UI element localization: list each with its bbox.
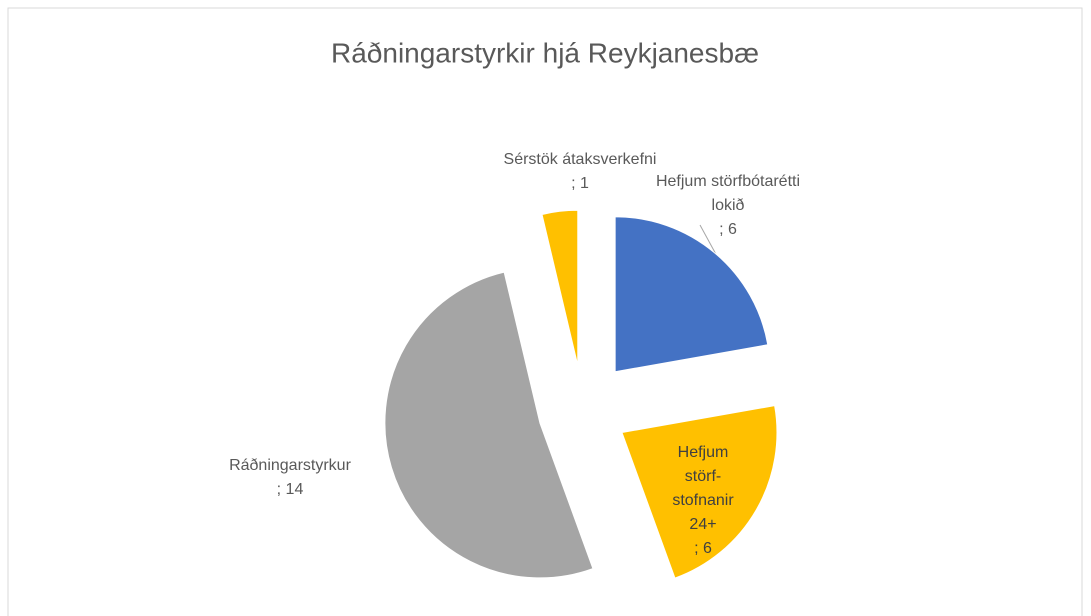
label-value: 6	[728, 221, 737, 238]
data-label-value: ; 1	[571, 175, 589, 192]
pie-slice	[384, 271, 594, 579]
data-label: Hefjum störfbótarétti lokið; 6	[656, 173, 800, 238]
label-value: 6	[703, 540, 712, 557]
data-label-value: ; 6	[694, 540, 712, 557]
data-label-name: Hefjum störf-stofnanir 24+	[672, 444, 734, 533]
chart-title: Ráðningarstyrkir hjá Reykjanesbæ	[331, 37, 759, 68]
pie-slice	[541, 209, 579, 366]
data-label-name: Hefjum störfbótarétti lokið	[656, 173, 800, 214]
pie-slice	[621, 405, 778, 579]
data-label: Sérstök átaksverkefni; 1	[504, 151, 657, 192]
data-label-value: ; 14	[277, 481, 304, 498]
label-value: 1	[580, 175, 589, 192]
label-separator: ;	[694, 540, 703, 557]
label-value: 14	[286, 481, 304, 498]
data-label: Ráðningarstyrkur; 14	[229, 457, 352, 498]
label-separator: ;	[277, 481, 286, 498]
label-separator: ;	[719, 221, 728, 238]
data-label: Hefjum störf-stofnanir 24+; 6	[672, 444, 734, 557]
pie-slice	[614, 216, 769, 373]
label-separator: ;	[571, 175, 580, 192]
data-label-value: ; 6	[719, 221, 737, 238]
data-label-name: Ráðningarstyrkur	[229, 457, 352, 474]
data-label-name: Sérstök átaksverkefni	[504, 151, 657, 168]
